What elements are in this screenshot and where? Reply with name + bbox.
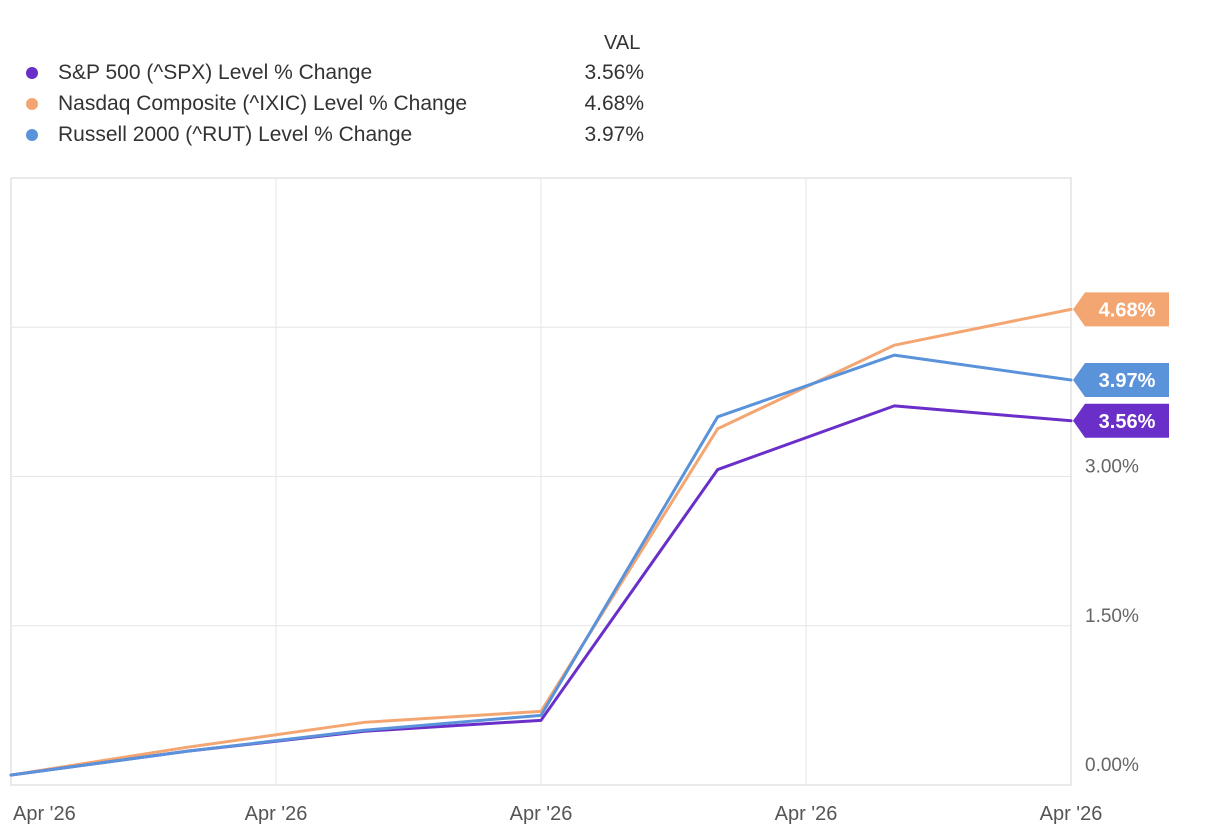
series-line [9, 353, 1073, 777]
legend-value-ixic: 4.68% [584, 92, 644, 115]
legend-value-spx: 3.56% [584, 61, 644, 84]
x-tick-label: Apr '26 [13, 803, 76, 825]
legend-label-ixic: Nasdaq Composite (^IXIC) Level % Change [58, 92, 468, 115]
legend-value-rut: 3.97% [584, 123, 644, 146]
x-tick-label: Apr '26 [1040, 803, 1103, 825]
legend-item-rut: Russell 2000 (^RUT) Level % Change 3.97% [24, 120, 654, 150]
y-tick-label: 0.00% [1085, 755, 1139, 776]
legend-label-rut: Russell 2000 (^RUT) Level % Change [58, 123, 413, 146]
x-tick-label: Apr '26 [245, 803, 308, 825]
series-end-tag [1073, 292, 1169, 327]
series-end-tag [1073, 403, 1169, 438]
legend-dot-rut [26, 129, 38, 141]
series-line [9, 307, 1073, 777]
y-tick-label: 3.00% [1085, 457, 1139, 478]
series-end-label: 3.56% [1099, 411, 1156, 433]
series-end-label: 3.97% [1099, 370, 1156, 392]
series-end-label: 4.68% [1099, 299, 1156, 321]
legend-dot-spx [26, 67, 38, 79]
x-tick-label: Apr '26 [510, 803, 573, 825]
legend-value-header: VAL [604, 32, 641, 54]
series-end-tag [1073, 363, 1169, 398]
legend-dot-ixic [26, 98, 38, 110]
y-tick-label: 1.50% [1085, 606, 1139, 627]
x-tick-label: Apr '26 [775, 803, 838, 825]
legend-item-ixic: Nasdaq Composite (^IXIC) Level % Change … [24, 89, 654, 119]
legend-item-spx: S&P 500 (^SPX) Level % Change 3.56% [24, 58, 654, 88]
legend-label-spx: S&P 500 (^SPX) Level % Change [58, 61, 373, 84]
